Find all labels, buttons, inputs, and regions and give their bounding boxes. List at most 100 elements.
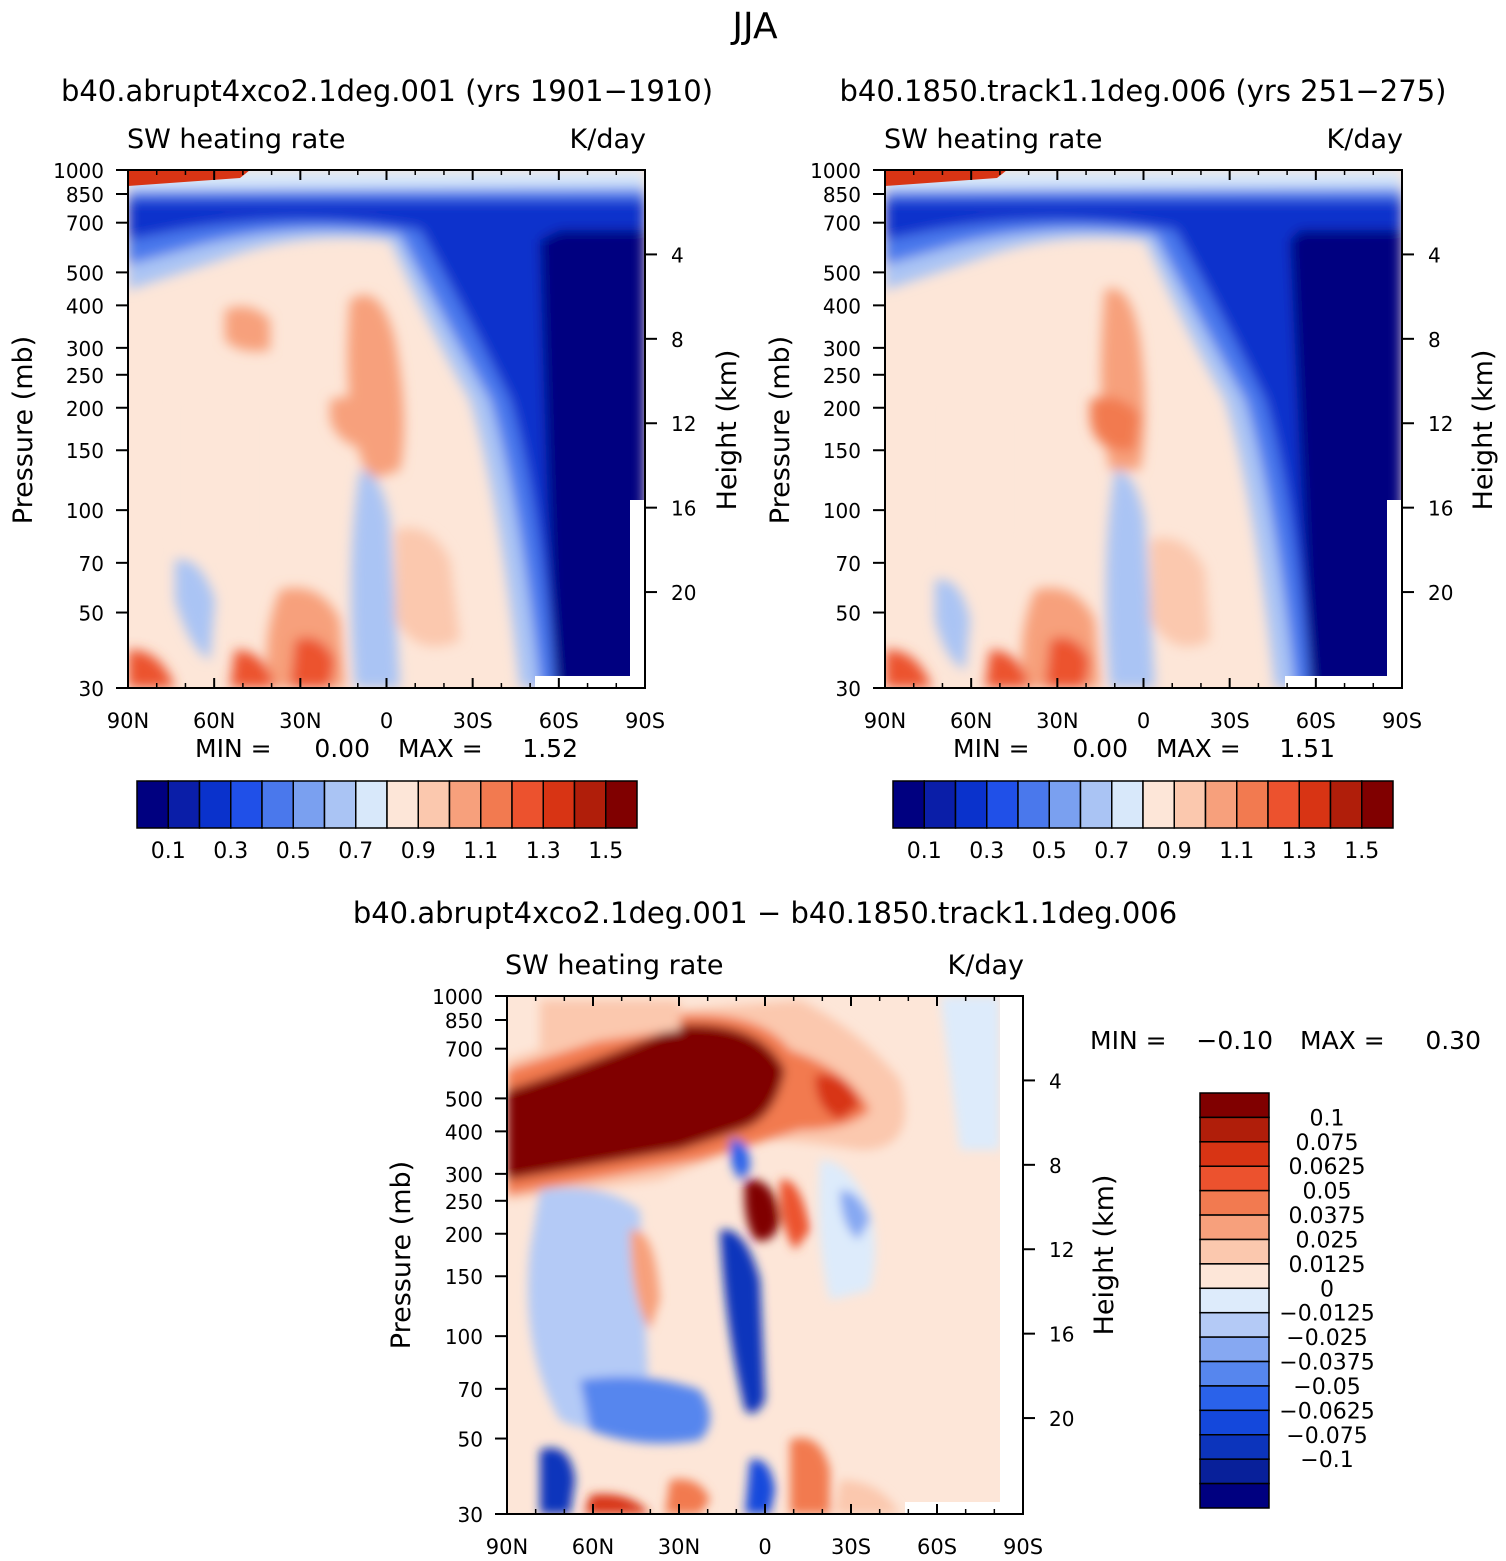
panel-a-field [128,170,645,688]
y-tick-label: 100 [445,1325,483,1349]
colorbar-label: −0.0375 [1279,1351,1374,1376]
panel-b-field [885,170,1402,688]
y-tick-label: 50 [79,602,104,626]
y-right-tick-label: 4 [1428,243,1441,267]
panel-c-axes: 90N 60N 30N 0 30S 60S 90S 30 50 70 100 150 200 250 300… [432,985,1074,1559]
colorbar-label: 0.5 [276,839,311,864]
x-tick-label: 90S [625,709,665,733]
y-tick-label: 250 [823,364,861,388]
colorbar-label: 0.3 [213,839,248,864]
panel-difference: b40.abrupt4xco2.1deg.001 − b40.1850.trac… [353,896,1481,1559]
panel-c-max-value: 0.30 [1425,1026,1481,1055]
colorbar-swatch [1173,780,1207,829]
y-tick-label: 50 [836,602,861,626]
y-right-tick-label: 20 [1428,581,1453,605]
x-tick-label: 60N [950,709,992,733]
colorbar-label: 0 [1320,1277,1334,1302]
colorbar-swatch [1199,1458,1270,1485]
panel-a-min-label: MIN = [195,734,272,763]
y-tick-label: 1000 [810,159,861,183]
panel-control: b40.1850.track1.1deg.006 (yrs 251−275) S… [765,74,1499,864]
x-tick-label: 90N [107,709,149,733]
colorbar-label: −0.1 [1300,1448,1353,1473]
panel-a-max-label: MAX = [398,734,483,763]
panel-a-colorbar: 0.1 0.3 0.5 0.7 0.9 1.1 1.3 1.5 [136,780,638,864]
y-tick-label: 30 [836,677,861,701]
x-tick-label: 60S [1296,709,1336,733]
y-tick-label: 400 [823,294,861,318]
colorbar-swatch [167,780,201,829]
y-tick-label: 700 [66,212,104,236]
colorbar-label: −0.0125 [1279,1302,1374,1327]
colorbar-label: 1.3 [1282,839,1317,864]
colorbar-label: 0.0625 [1289,1155,1366,1180]
y-tick-label: 150 [445,1265,483,1289]
x-tick-label: 30N [1036,709,1078,733]
x-tick-label: 60N [193,709,235,733]
colorbar-swatch [1199,1263,1270,1290]
colorbar-swatch [923,780,957,829]
panel-a-max-value: 1.52 [522,734,578,763]
panel-b-min-label: MIN = [953,734,1030,763]
y-right-tick-label: 8 [1428,328,1441,352]
y-tick-label: 300 [66,337,104,361]
x-tick-label: 0 [1137,709,1150,733]
panel-a-units: K/day [570,124,646,155]
y-tick-label: 200 [445,1223,483,1247]
y-tick-label: 850 [445,1009,483,1033]
colorbar-swatch [1199,1165,1270,1192]
colorbar-swatch [954,780,988,829]
panel-c-title: b40.abrupt4xco2.1deg.001 − b40.1850.trac… [353,896,1177,930]
colorbar-swatch [1017,780,1050,829]
colorbar-label: 0.1 [151,839,186,864]
colorbar-swatch [1199,1409,1270,1436]
y-right-tick-label: 20 [671,581,696,605]
colorbar-swatch [1199,1238,1270,1265]
y-tick-label: 100 [823,499,861,523]
colorbar-swatch [1199,1311,1270,1338]
colorbar-label: 0.9 [1157,839,1192,864]
colorbar-swatch [386,780,419,829]
panel-b-axes: 90N 60N 30N 0 30S 60S 90S 30 50 70 100 150 200 250 300… [810,159,1453,733]
y-tick-label: 300 [445,1163,483,1187]
colorbar-swatch [1199,1482,1270,1509]
x-tick-label: 60S [539,709,579,733]
colorbar-swatch [1199,1434,1270,1460]
colorbar-label: 0.1 [907,839,942,864]
panel-b-max-label: MAX = [1156,734,1241,763]
panel-c-max-label: MAX = [1300,1026,1385,1055]
panel-b-ylabel-right: Height (km) [1468,350,1499,511]
colorbar-label: 0.5 [1032,839,1067,864]
colorbar-swatch [1199,1336,1270,1363]
colorbar-swatch [1111,780,1144,829]
colorbar-swatch [198,780,232,829]
colorbar-swatch [605,780,638,829]
y-tick-label: 700 [823,212,861,236]
colorbar-swatch [1079,780,1113,829]
y-tick-label: 500 [66,261,104,285]
colorbar-label: 0.9 [401,839,436,864]
y-right-tick-label: 12 [671,412,696,436]
colorbar-swatch [417,780,451,829]
colorbar-swatch [1142,780,1175,829]
y-tick-label: 300 [823,337,861,361]
y-tick-label: 250 [66,364,104,388]
colorbar-swatch [1236,780,1269,829]
y-right-tick-label: 8 [671,328,684,352]
y-tick-label: 150 [823,439,861,463]
y-tick-label: 400 [445,1120,483,1144]
colorbar-label: −0.075 [1286,1424,1367,1449]
x-tick-label: 90N [864,709,906,733]
colorbar-label: 0.3 [969,839,1004,864]
colorbar-label: 1.5 [1344,839,1379,864]
colorbar-swatch [230,780,263,829]
colorbar-swatch [1361,780,1394,829]
colorbar-swatch [480,780,513,829]
y-right-tick-label: 12 [1428,412,1453,436]
panel-a-left-label: SW heating rate [127,124,345,155]
y-tick-label: 1000 [432,985,483,1009]
colorbar-swatch [323,780,357,829]
colorbar-swatch [892,780,925,829]
colorbar-swatch [1199,1360,1270,1387]
panel-b-ylabel: Pressure (mb) [765,336,796,524]
